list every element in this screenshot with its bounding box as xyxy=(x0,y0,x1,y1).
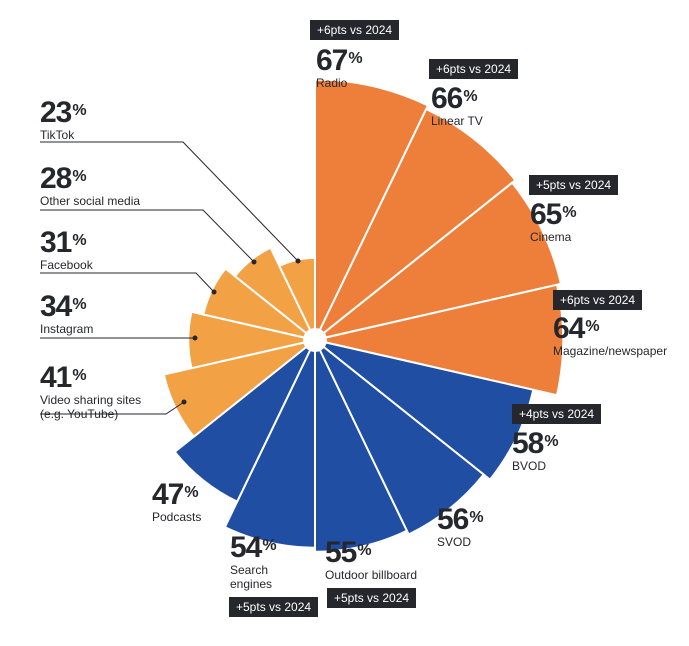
slice-svod xyxy=(314,339,486,536)
leader-line xyxy=(40,209,255,263)
change-badge: +6pts vs 2024 xyxy=(553,290,643,310)
slice-radio xyxy=(314,78,430,341)
leader-dot xyxy=(211,289,217,295)
label-2: 65% Cinema xyxy=(530,198,577,245)
change-badge: +5pts vs 2024 xyxy=(229,597,319,617)
leader-line xyxy=(40,272,215,293)
label-0: 67% Radio xyxy=(316,44,363,91)
value-label: 58% xyxy=(512,427,559,460)
value-label: 67% xyxy=(316,44,363,77)
value-label: 31% xyxy=(40,226,87,259)
change-badge: +4pts vs 2024 xyxy=(512,404,602,424)
label-5: 56% SVOD xyxy=(437,503,484,550)
change-badge: +5pts vs 2024 xyxy=(529,175,619,195)
label-9: 41% Video sharing sites (e.g. YouTube) xyxy=(40,361,155,422)
value-label: 34% xyxy=(40,290,87,323)
leader-dot xyxy=(181,399,187,405)
value-label: 65% xyxy=(530,198,577,231)
value-label: 47% xyxy=(152,478,199,511)
slice-instagram xyxy=(187,310,316,370)
label-6: 55% Outdoor billboard xyxy=(325,536,418,583)
slice-other-social-media xyxy=(233,246,316,341)
category-label: Linear TV xyxy=(431,114,483,128)
label-7: 54% Search engines xyxy=(230,531,290,592)
slice-linear-tv xyxy=(314,107,517,341)
category-label: Podcasts xyxy=(152,510,202,524)
leader-dot xyxy=(295,258,301,264)
label-11: 31% Facebook xyxy=(40,226,93,273)
label-4: 58% BVOD xyxy=(512,427,559,474)
slice-magazine-newspaper xyxy=(314,283,565,397)
value-label: 55% xyxy=(325,536,372,569)
value-label: 54% xyxy=(230,531,277,564)
slice-bvod xyxy=(314,339,535,482)
label-3: 64% Magazine/newspaper xyxy=(553,312,668,359)
value-label: 23% xyxy=(40,96,87,129)
slice-podcasts xyxy=(173,339,316,503)
change-badge: +6pts vs 2024 xyxy=(310,20,400,40)
category-label: Radio xyxy=(316,76,348,90)
category-label: TikTok xyxy=(40,128,75,142)
slice-search-engines xyxy=(223,339,316,549)
value-label: 28% xyxy=(40,162,87,195)
category-label: SVOD xyxy=(437,535,472,549)
value-label: 41% xyxy=(40,361,87,394)
category-label: Outdoor billboard xyxy=(325,568,418,582)
change-badge: +6pts vs 2024 xyxy=(429,59,519,79)
label-12: 28% Other social media xyxy=(40,162,141,209)
value-label: 66% xyxy=(431,82,478,115)
value-label: 64% xyxy=(553,312,600,345)
slice-outdoor-billboard xyxy=(314,339,409,553)
category-label: Cinema xyxy=(530,230,572,244)
change-badge: +5pts vs 2024 xyxy=(327,588,417,608)
category-label: Search engines xyxy=(230,563,273,591)
leader-line xyxy=(40,401,185,415)
label-13: 23% TikTok xyxy=(40,96,87,143)
label-8: 47% Podcasts xyxy=(152,478,202,525)
label-10: 34% Instagram xyxy=(40,290,94,337)
category-label: Other social media xyxy=(40,194,141,208)
leader-line xyxy=(40,141,299,262)
slice-cinema xyxy=(314,181,563,341)
category-label: Facebook xyxy=(40,258,93,272)
value-label: 56% xyxy=(437,503,484,536)
label-1: 66% Linear TV xyxy=(431,82,483,129)
leader-dot xyxy=(251,259,257,265)
category-label: Instagram xyxy=(40,322,94,336)
category-label: Magazine/newspaper xyxy=(553,344,668,358)
category-label: Video sharing sites (e.g. YouTube) xyxy=(40,393,142,421)
category-label: BVOD xyxy=(512,459,547,473)
leader-dot xyxy=(192,335,198,341)
center-hole xyxy=(303,328,327,352)
